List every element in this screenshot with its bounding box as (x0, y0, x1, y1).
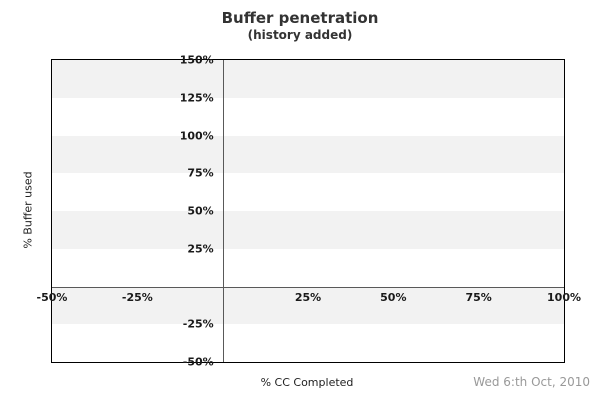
plot-band (52, 60, 564, 98)
plot-band (52, 211, 564, 249)
y-tick-label: -50% (182, 355, 214, 369)
chart-subtitle: (history added) (247, 28, 353, 42)
x-tick-label: -50% (36, 290, 68, 304)
x-tick-label: 50% (380, 290, 407, 304)
y-tick-label: -25% (182, 317, 214, 331)
y-tick-label: 125% (179, 91, 214, 105)
y-tick-label: 75% (187, 166, 214, 180)
x-tick-label: -25% (121, 290, 153, 304)
x-tick-label: 25% (294, 290, 322, 304)
y-tick-label: 25% (187, 242, 214, 256)
y-tick-label: 100% (179, 129, 214, 142)
plot-area: 150% 125% 100% 75% 50% 25% -25% -50% -50% -25% 25%… (37, 54, 581, 369)
date-stamp: Wed 6:th Oct, 2010 (473, 375, 590, 389)
plot-band (52, 286, 564, 325)
plot-band (52, 135, 564, 174)
x-axis-title: % CC Completed (260, 376, 354, 389)
y-axis-title: % Buffer used (21, 171, 35, 249)
x-tick-label: 75% (465, 290, 492, 304)
x-zero-line (52, 286, 564, 288)
y-tick-label: 150% (179, 53, 214, 67)
y-tick-label: 50% (187, 204, 214, 218)
y-zero-line (222, 60, 224, 362)
x-tick-label: 100% (547, 290, 581, 304)
chart-title: Buffer penetration (221, 9, 379, 27)
